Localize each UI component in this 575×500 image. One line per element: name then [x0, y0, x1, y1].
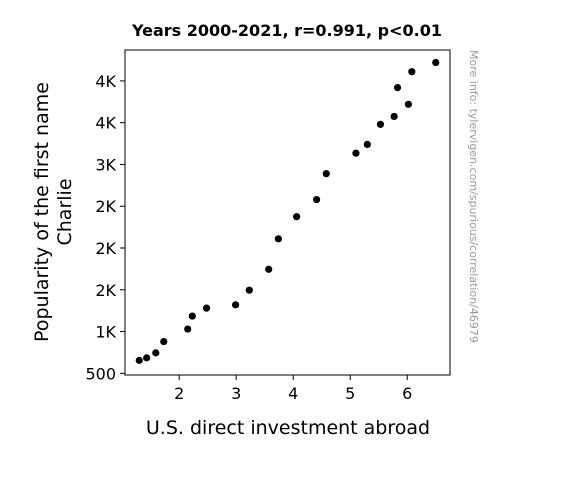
- scatter-point: [274, 235, 282, 243]
- y-axis: 500 1K 2K 2K 2K 3K 4K 4K: [85, 72, 125, 383]
- x-tick-label: 2: [174, 384, 184, 403]
- x-tick-label: 4: [288, 384, 298, 403]
- scatter-point: [404, 100, 412, 108]
- scatter-point: [188, 312, 196, 320]
- scatter-point: [432, 58, 440, 67]
- scatter-point: [143, 354, 151, 362]
- x-tick-label: 6: [402, 384, 412, 403]
- scatter-point: [322, 170, 330, 178]
- y-tick-label: 4K: [95, 72, 116, 91]
- scatter-point: [352, 149, 360, 157]
- scatter-point: [363, 140, 371, 149]
- x-axis-label: U.S. direct investment abroad: [146, 417, 430, 439]
- scatter-point: [184, 325, 192, 333]
- scatter-point: [408, 68, 416, 76]
- y-tick-label: 2K: [95, 239, 116, 258]
- y-tick-label: 3K: [95, 155, 116, 174]
- scatter-point: [152, 349, 160, 357]
- y-tick-label: 500: [85, 364, 116, 383]
- y-tick-label: 2K: [95, 281, 116, 300]
- scatter-point: [293, 213, 301, 221]
- scatter-point: [265, 265, 273, 273]
- x-tick-label: 5: [345, 384, 355, 403]
- scatter-point: [232, 301, 240, 309]
- watermark-text: More info: tylervigen.com/spurious/corre…: [467, 50, 480, 343]
- scatter-point: [312, 195, 321, 204]
- y-axis-label: Popularity of the first name Charlie: [31, 82, 76, 342]
- y-tick-label: 2K: [95, 197, 116, 216]
- scatter-point: [376, 120, 385, 128]
- scatter-point: [390, 112, 398, 121]
- chart-title: Years 2000-2021, r=0.991, p<0.01: [131, 21, 442, 40]
- scatter-point: [160, 337, 168, 346]
- plot-area: [124, 49, 451, 376]
- scatter-point: [135, 356, 143, 364]
- x-axis: 2 3 4 5 6: [174, 375, 412, 403]
- y-axis-label-line-2: Charlie: [54, 178, 76, 245]
- y-tick-label: 4K: [95, 114, 116, 133]
- x-tick-label: 3: [231, 384, 241, 403]
- scatter-point: [202, 304, 211, 312]
- scatter-point: [245, 286, 253, 294]
- data-points: [135, 58, 440, 364]
- y-tick-label: 1K: [95, 323, 116, 342]
- y-axis-label-line-1: Popularity of the first name: [31, 82, 53, 342]
- scatter-point: [393, 83, 402, 92]
